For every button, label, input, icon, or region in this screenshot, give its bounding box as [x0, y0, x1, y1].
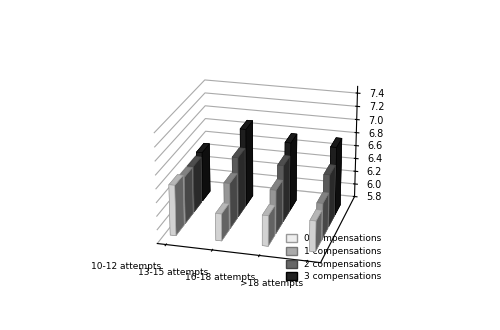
Legend: 0 compensations, 1 compensations, 2 compensations, 3 compensations: 0 compensations, 1 compensations, 2 comp…: [283, 231, 384, 284]
